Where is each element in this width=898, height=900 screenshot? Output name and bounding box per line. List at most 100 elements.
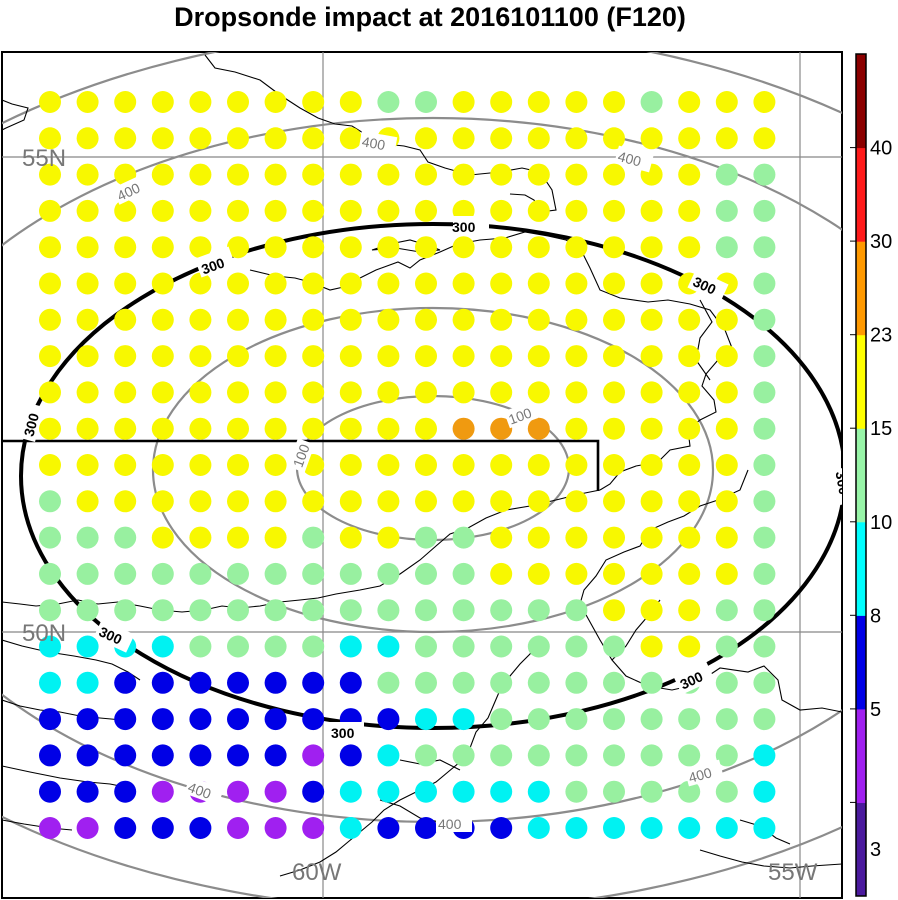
impact-dot	[227, 454, 249, 476]
impact-dot	[227, 163, 249, 186]
impact-dot	[565, 381, 588, 404]
colorbar-label: 10	[870, 512, 892, 534]
impact-dot	[302, 635, 325, 658]
impact-dot	[527, 91, 550, 113]
impact-dot	[377, 635, 400, 658]
impact-dot	[753, 817, 776, 839]
impact-dot	[527, 454, 550, 476]
impact-dot	[715, 744, 738, 767]
colorbar-swatch	[856, 708, 866, 803]
impact-dot	[76, 345, 99, 368]
impact-dot	[640, 780, 663, 803]
impact-dot	[565, 236, 588, 259]
impact-dot	[189, 381, 212, 404]
impact-dot	[39, 163, 61, 186]
impact-dot	[114, 417, 137, 440]
impact-dot	[76, 780, 99, 803]
colorbar-label: 15	[870, 418, 892, 440]
impact-dot	[753, 163, 776, 186]
impact-dot	[339, 272, 362, 295]
impact-dot	[452, 417, 475, 440]
impact-dot	[227, 490, 249, 513]
impact-dot	[339, 417, 362, 440]
impact-dot	[753, 272, 776, 295]
impact-dot	[151, 708, 174, 731]
impact-dot	[715, 671, 738, 694]
impact-dot	[377, 308, 400, 331]
colorbar-swatch	[856, 147, 866, 242]
impact-dot	[753, 199, 776, 222]
colorbar-swatch	[856, 521, 866, 616]
impact-dot	[39, 708, 61, 731]
impact-dot	[490, 199, 513, 222]
impact-dot	[264, 199, 287, 222]
impact-dot	[565, 562, 588, 585]
impact-dot	[76, 490, 99, 513]
impact-dot	[151, 780, 174, 803]
impact-dot	[603, 526, 625, 549]
impact-dot	[490, 708, 513, 731]
impact-dot	[114, 345, 137, 368]
impact-dot	[415, 562, 437, 585]
impact-dot	[640, 308, 663, 331]
impact-dot	[678, 744, 701, 767]
impact-dot	[339, 308, 362, 331]
impact-dot	[603, 599, 625, 622]
impact-dot	[39, 91, 61, 113]
impact-dot	[377, 199, 400, 222]
impact-dot	[114, 562, 137, 585]
impact-dot	[490, 599, 513, 622]
impact-dot	[76, 708, 99, 731]
impact-dot	[603, 744, 625, 767]
impact-dot	[452, 671, 475, 694]
impact-dot	[452, 454, 475, 476]
lat-label-50n: 50N	[22, 620, 66, 647]
impact-dot	[452, 599, 475, 622]
impact-dot	[565, 780, 588, 803]
impact-dot	[640, 199, 663, 222]
impact-dot	[527, 671, 550, 694]
lat-label-55n: 55N	[22, 145, 66, 172]
impact-dots	[39, 91, 776, 839]
contour-label-400-upper-right: 400	[616, 148, 643, 170]
contour-200	[151, 306, 715, 634]
impact-dot	[715, 599, 738, 622]
impact-dot	[114, 381, 137, 404]
impact-dot	[227, 708, 249, 731]
impact-dot	[302, 127, 325, 150]
impact-dot	[715, 417, 738, 440]
impact-dot	[339, 345, 362, 368]
impact-dot	[415, 91, 437, 113]
impact-dot	[151, 454, 174, 476]
impact-dot	[640, 562, 663, 585]
impact-dot	[151, 381, 174, 404]
impact-dot	[715, 817, 738, 839]
impact-dot	[452, 780, 475, 803]
impact-dot	[114, 454, 137, 476]
impact-dot	[377, 381, 400, 404]
impact-dot	[377, 780, 400, 803]
contour-label-300-upper-left: 300	[199, 254, 227, 277]
impact-dot	[151, 599, 174, 622]
impact-dot	[302, 417, 325, 440]
impact-dot	[527, 780, 550, 803]
impact-dot	[415, 780, 437, 803]
impact-dot	[753, 345, 776, 368]
impact-dot	[264, 381, 287, 404]
impact-dot	[527, 817, 550, 839]
impact-dot	[415, 345, 437, 368]
impact-dot	[452, 163, 475, 186]
impact-dot	[151, 744, 174, 767]
impact-dot	[640, 454, 663, 476]
impact-dot	[452, 381, 475, 404]
impact-dot	[715, 199, 738, 222]
impact-dot	[377, 562, 400, 585]
impact-dot	[452, 345, 475, 368]
impact-dot	[39, 127, 61, 150]
impact-dot	[527, 526, 550, 549]
colorbar-swatch	[856, 334, 866, 429]
impact-dot	[302, 671, 325, 694]
impact-dot	[490, 526, 513, 549]
impact-dot	[565, 417, 588, 440]
impact-dot	[264, 744, 287, 767]
